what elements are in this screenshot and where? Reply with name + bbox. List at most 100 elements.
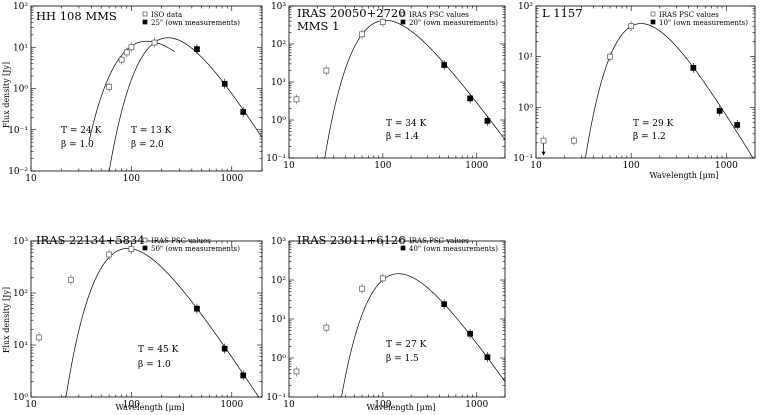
panel-title: IRAS 22134+5834 [36,233,145,247]
fit-annotation: T = 45 K [138,345,179,355]
plot-frame [288,240,506,398]
data-point [359,285,365,292]
panel-title: IRAS 20050+2720 [297,6,406,20]
fit-annotation: β = 2.0 [131,140,164,150]
data-point [484,354,491,361]
data-point [467,95,473,102]
y-tick-label: 10⁻¹ [8,126,28,136]
legend-label: 25" (own measurements) [151,19,240,27]
plot-frame [535,5,756,159]
data-point [716,108,723,114]
legend-marker [400,19,406,25]
legend-label: 20" (own measurements) [409,19,498,27]
fit-curve [581,23,755,159]
y-tick-label: 10⁰ [271,116,286,126]
data-point [441,301,448,308]
legend-label: IRAS PSC values [151,237,211,245]
y-tick-label: 10⁻² [8,167,28,177]
y-tick-label: 10² [271,276,286,286]
y-tick-label: 10¹ [13,341,28,351]
y-tick-label: 10⁻¹ [266,393,286,403]
legend-marker [650,11,656,17]
data-point [734,122,741,128]
data-point [323,324,330,331]
fit-annotation: T = 27 K [386,340,427,350]
fit-annotation: T = 29 K [633,119,674,129]
x-tick-label: 10 [25,174,37,184]
x-tick-label: 100 [123,174,140,184]
x-axis-label: Wavelength [μm] [115,403,184,412]
fit-annotation: β = 1.5 [386,354,419,364]
data-point [151,39,158,46]
fit-curve [61,248,262,398]
legend-marker [650,19,656,25]
legend-marker [142,11,148,17]
data-point [607,53,613,60]
legend-label: 50" (own measurements) [151,245,240,253]
y-tick-label: 10² [13,2,28,12]
fit-annotation: β = 1.0 [138,360,171,370]
data-point [628,23,635,30]
data-point [571,137,577,144]
data-point [467,330,473,337]
legend-label: 10" (own measurements) [659,19,748,27]
x-tick-label: 10 [283,400,295,410]
data-point [323,67,330,74]
x-tick-label: 1000 [715,161,738,171]
x-tick-label: 1000 [465,400,488,410]
legend-marker [142,19,148,25]
fit-annotation: β = 1.2 [633,132,666,142]
data-point [194,305,200,312]
fit-curve [321,19,506,159]
y-tick-label: 10³ [13,237,28,247]
panel-3: 10 100 1000 10⁻¹ 10⁰ 10¹ 10² IRAS PSC values10"… [513,2,756,180]
fit-annotation: T = 24 K [61,126,102,136]
data-point [221,345,228,352]
y-axis-label: Flux density [Jy] [2,62,11,128]
x-tick-label: 10 [530,161,542,171]
y-tick-label: 10² [518,2,533,12]
data-point [540,137,547,144]
data-point [118,56,125,63]
x-tick-label: 100 [623,161,640,171]
upper-limit-arrowhead [541,151,546,156]
y-tick-label: 10¹ [13,43,28,53]
y-tick-label: 10⁰ [518,103,533,113]
legend-label: ISO data [151,11,182,19]
panel-4: 10 100 1000 10⁰ 10¹ 10² 10³ IRAS PSC values50" … [2,233,263,412]
data-point [484,117,491,124]
y-tick-label: 10⁻¹ [266,154,286,164]
y-tick-label: 10³ [271,237,286,247]
y-tick-label: 10⁰ [13,85,28,95]
x-tick-label: 100 [374,161,391,171]
data-point [68,276,74,283]
data-point [106,251,112,258]
data-point [123,49,130,56]
fit-annotation: β = 1.0 [61,140,94,150]
data-point [36,334,42,341]
y-tick-label: 10⁻¹ [513,154,533,164]
y-tick-label: 10⁰ [271,354,286,364]
data-point [380,275,386,282]
legend-label: IRAS PSC values [659,11,719,19]
y-tick-label: 10⁰ [13,393,28,403]
panel-title: IRAS 23011+6126 [297,233,406,247]
legend-label: IRAS PSC values [409,237,469,245]
fit-curve [337,273,506,398]
x-tick-label: 10 [25,400,37,410]
data-point [240,109,247,115]
data-point [293,368,300,375]
data-point [240,372,247,379]
fit-annotation: β = 1.4 [386,132,419,142]
data-point [690,65,697,71]
y-axis-label: Flux density [Jy] [2,287,11,353]
x-tick-label: 1000 [220,174,243,184]
x-axis-label: Wavelength [μm] [649,171,718,180]
y-tick-label: 10¹ [271,315,286,325]
data-point [359,31,365,38]
y-tick-label: 10¹ [518,53,533,63]
legend-label: 40" (own measurements) [409,245,498,253]
data-point [128,246,135,252]
